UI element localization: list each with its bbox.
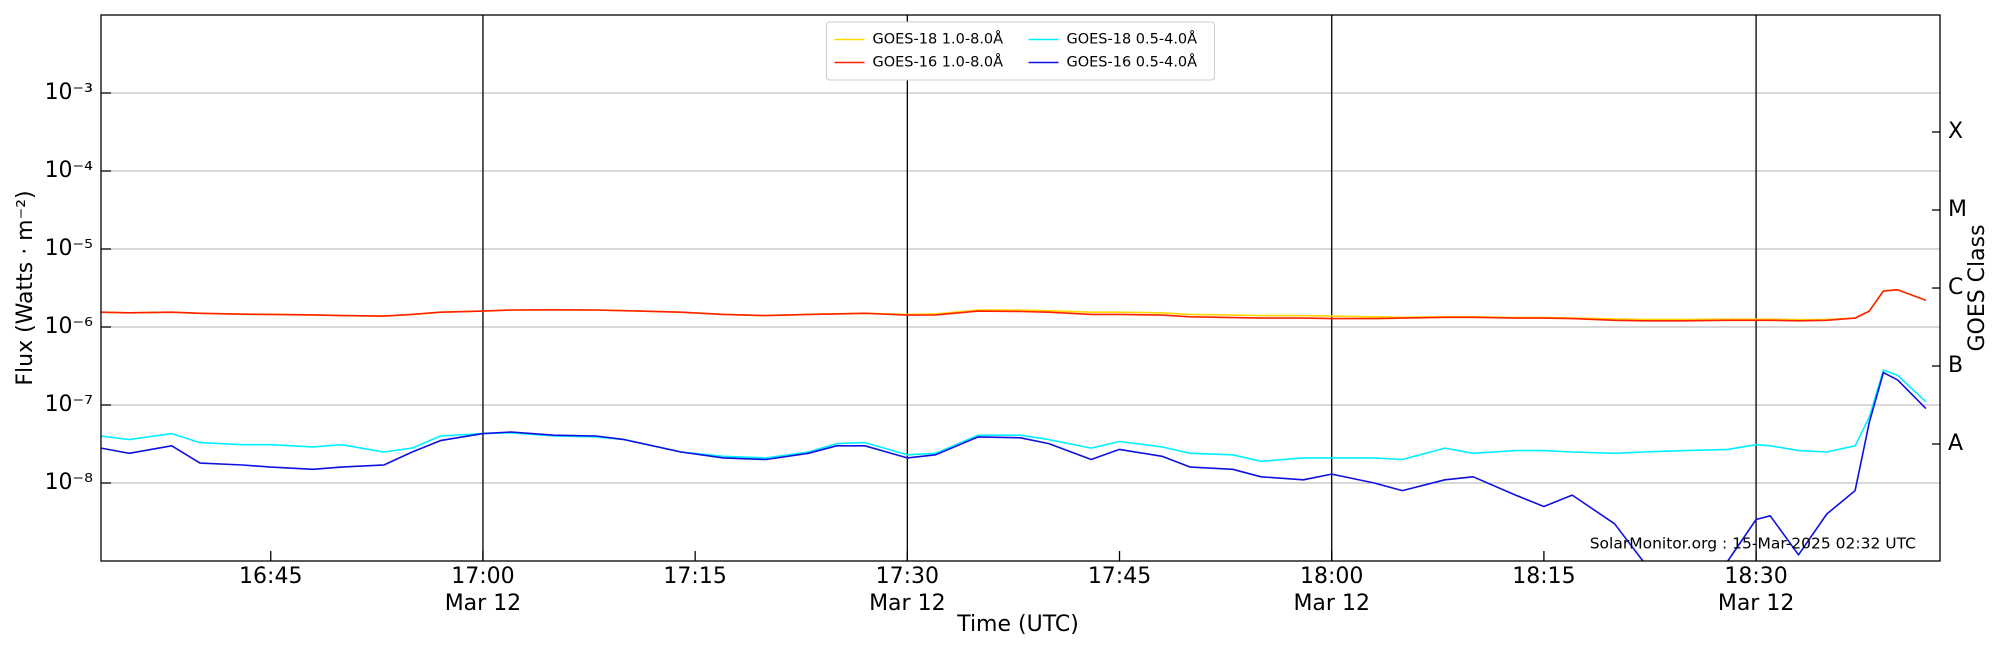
series-line xyxy=(101,371,1927,561)
y-axis-label: Flux (Watts · m⁻²) xyxy=(13,190,38,385)
x-tick-label: 17:30 xyxy=(876,564,939,589)
legend-label: GOES-18 0.5-4.0Å xyxy=(1067,31,1198,48)
annotation: SolarMonitor.org : 15-Mar-2025 02:32 UTC xyxy=(1590,535,1916,553)
legend-label: GOES-16 1.0-8.0Å xyxy=(873,54,1004,71)
legend-box xyxy=(826,21,1215,81)
y2-axis-label: GOES Class xyxy=(1965,224,1990,351)
series-line xyxy=(101,369,1927,463)
y-tick-label: 10⁻⁷ xyxy=(45,392,93,417)
x-tick-label: 17:45 xyxy=(1088,564,1151,589)
x-tick-label: 18:30 xyxy=(1724,564,1787,589)
grid xyxy=(101,15,1940,561)
x-tick-date: Mar 12 xyxy=(1293,591,1370,616)
x-tick-label: 16:45 xyxy=(239,564,302,589)
y2-tick-label: B xyxy=(1948,353,1963,378)
x-tick-label: 18:00 xyxy=(1300,564,1363,589)
x-tick-date: Mar 12 xyxy=(1718,591,1795,616)
legend: GOES-18 1.0-8.0Å GOES-16 1.0-8.0Å GOES-18 … xyxy=(826,21,1215,81)
y2-tick-label: C xyxy=(1948,275,1963,300)
x-tick-label: 17:15 xyxy=(663,564,726,589)
y-tick-label: 10⁻⁶ xyxy=(45,314,94,339)
y-tick-label: 10⁻⁴ xyxy=(45,158,94,183)
x-tick-label: 17:00 xyxy=(451,564,514,589)
y2-tick-label: A xyxy=(1948,431,1963,456)
y2-tick-label: M xyxy=(1948,197,1967,222)
plot-area xyxy=(101,15,1940,561)
y-tick-label: 10⁻³ xyxy=(45,80,93,105)
y2-tick-label: X xyxy=(1948,119,1963,144)
x-tick-date: Mar 12 xyxy=(445,591,522,616)
y-tick-label: 10⁻⁸ xyxy=(45,470,94,495)
legend-label: GOES-18 1.0-8.0Å xyxy=(873,31,1004,48)
x-tick-date: Mar 12 xyxy=(869,591,946,616)
x-axis-label: Time (UTC) xyxy=(956,612,1079,637)
x-tick-label: 18:15 xyxy=(1512,564,1575,589)
legend-label: GOES-16 0.5-4.0Å xyxy=(1067,54,1198,71)
y-tick-label: 10⁻⁵ xyxy=(45,236,93,261)
series-line xyxy=(101,289,1927,322)
series-lines xyxy=(101,289,1927,561)
